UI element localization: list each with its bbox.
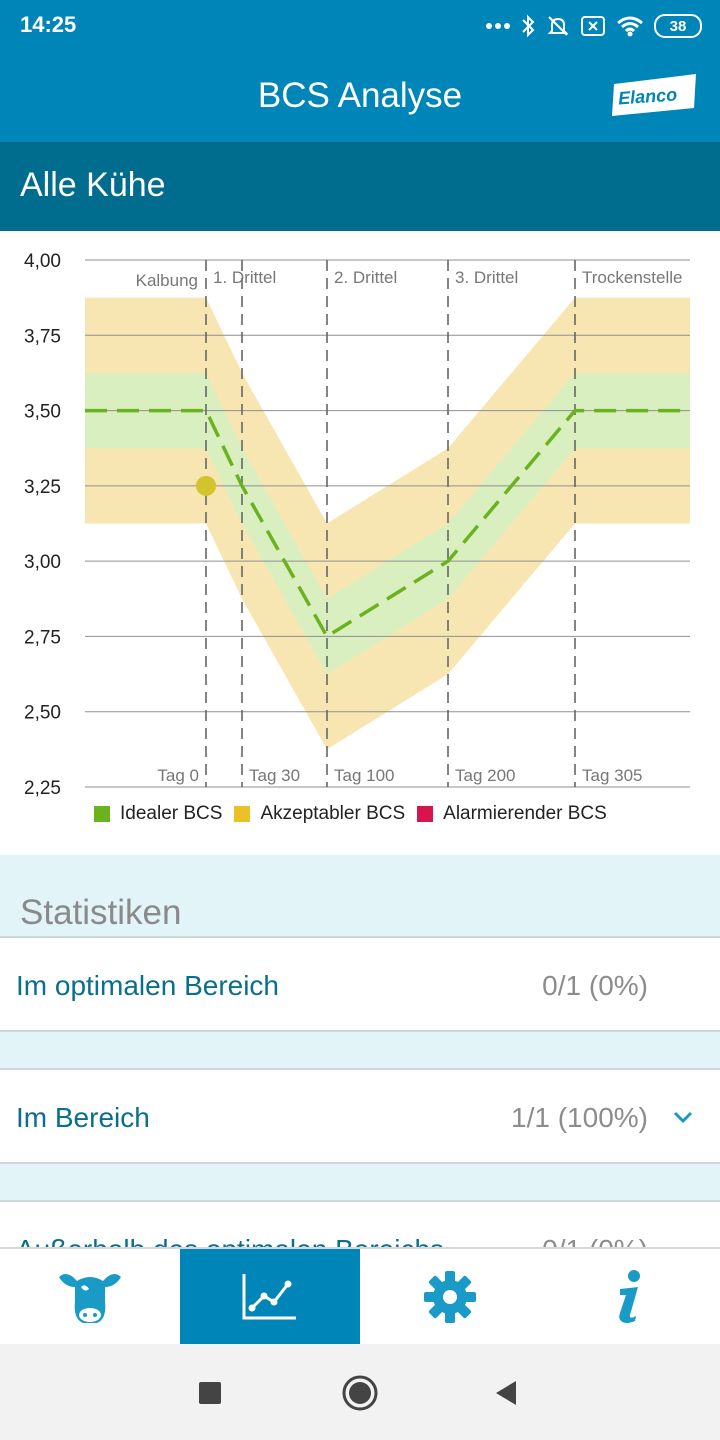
nav-tab-cows[interactable]	[0, 1249, 180, 1344]
sim-icon	[581, 16, 605, 36]
stat-row-outside[interactable]: Außerhalb des optimalen Bereichs 0/1 (0%…	[0, 1200, 720, 1247]
status-time: 14:25	[20, 12, 77, 37]
y-tick-label: 3,00	[24, 552, 61, 573]
statistics-section: Statistiken Im optimalen Bereich 0/1 (0%…	[0, 855, 720, 1247]
y-tick-label: 2,75	[24, 627, 61, 648]
stat-row-in-range[interactable]: Im Bereich 1/1 (100%)	[0, 1068, 720, 1164]
ideal-band	[85, 372, 690, 675]
home-icon[interactable]	[341, 1374, 379, 1412]
y-tick-label: 3,25	[24, 477, 61, 498]
y-tick-label: 4,00	[24, 251, 61, 272]
legend-item-alarming: Alarmierender BCS	[417, 803, 607, 825]
legend-swatch-ideal	[94, 806, 110, 822]
mute-icon	[547, 16, 569, 36]
status-bar: 14:25 38	[0, 0, 720, 52]
y-tick-label: 2,50	[24, 703, 61, 724]
day-label: Tag 30	[249, 766, 300, 785]
back-icon[interactable]	[494, 1380, 518, 1406]
wifi-icon	[617, 16, 643, 37]
cow-data-point	[196, 475, 216, 496]
battery-level: 38	[669, 17, 687, 35]
day-label: Tag 100	[334, 766, 395, 785]
phase-label: 2. Drittel	[334, 268, 397, 287]
bottom-navigation	[0, 1247, 720, 1344]
info-icon	[619, 1269, 640, 1323]
day-label: Tag 200	[455, 766, 516, 785]
legend-item-acceptable: Akzeptabler BCS	[234, 803, 405, 825]
phase-label: 1. Drittel	[213, 268, 276, 287]
legend-swatch-alarming	[417, 806, 434, 822]
recents-icon[interactable]	[198, 1381, 222, 1405]
stat-label: Im optimalen Bereich	[16, 970, 280, 1001]
battery-indicator: 38	[654, 14, 702, 38]
app-bar: BCS Analyse	[0, 52, 720, 142]
bcs-chart-svg: 4,00 3,75 3,50 3,25 3,00 2,75 2,50 2,25 Kalbung 1…	[24, 251, 690, 799]
system-navigation-bar	[0, 1344, 720, 1440]
acceptable-band	[85, 297, 690, 750]
phase-label: 3. Drittel	[455, 268, 518, 287]
phase-label: Kalbung	[136, 271, 198, 290]
stat-value: 0/1 (0%)	[542, 1234, 648, 1247]
page-title: BCS Analyse	[257, 76, 463, 115]
stat-label: Außerhalb des optimalen Bereichs	[16, 1234, 444, 1247]
cow-icon	[59, 1273, 121, 1323]
sub-header: Alle Kühe	[0, 142, 720, 231]
y-tick-label: 3,50	[24, 402, 61, 423]
more-dots-icon	[486, 23, 510, 29]
stat-value: 0/1 (0%)	[542, 970, 648, 1001]
nav-tab-info[interactable]	[540, 1249, 720, 1344]
stat-row-optimal[interactable]: Im optimalen Bereich 0/1 (0%)	[0, 936, 720, 1032]
statistics-heading: Statistiken	[20, 893, 182, 932]
bluetooth-icon	[522, 14, 535, 38]
elanco-logo: Elanco	[612, 74, 696, 116]
day-label: Tag 305	[582, 766, 643, 785]
bcs-chart: 4,00 3,75 3,50 3,25 3,00 2,75 2,50 2,25 Kalbung 1…	[0, 231, 720, 855]
nav-tab-settings[interactable]	[360, 1249, 540, 1344]
stat-value: 1/1 (100%)	[511, 1102, 648, 1133]
ideal-bcs-line	[85, 408, 690, 639]
y-tick-label: 3,75	[24, 326, 61, 347]
nav-tab-analysis[interactable]	[180, 1249, 360, 1344]
phase-label: Trockenstelle	[582, 268, 682, 287]
logo-text: Elanco	[617, 84, 677, 108]
y-tick-label: 2,25	[24, 778, 61, 799]
stat-label: Im Bereich	[16, 1102, 150, 1133]
day-label: Tag 0	[157, 766, 199, 785]
legend-label-alarming: Alarmierender BCS	[443, 803, 607, 824]
legend-label-acceptable: Akzeptabler BCS	[260, 803, 406, 824]
chart-icon	[242, 1273, 296, 1319]
herd-title: Alle Kühe	[20, 166, 166, 204]
legend-label-ideal: Idealer BCS	[120, 803, 223, 824]
chevron-down-icon[interactable]	[672, 1106, 694, 1128]
chart-legend: Idealer BCS Akzeptabler BCS Alarmierende…	[94, 803, 619, 825]
legend-swatch-acceptable	[234, 806, 251, 822]
gear-icon	[424, 1270, 476, 1323]
legend-item-ideal: Idealer BCS	[94, 803, 222, 825]
status-icons: 38	[486, 10, 702, 42]
